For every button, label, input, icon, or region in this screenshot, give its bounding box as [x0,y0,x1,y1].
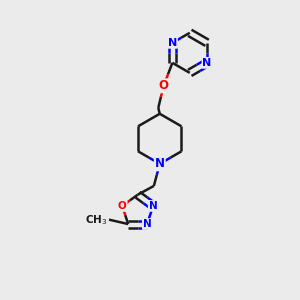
Text: N: N [149,201,158,211]
Text: N: N [143,219,152,229]
Text: N: N [155,157,165,170]
Text: CH$_3$: CH$_3$ [85,213,108,226]
Text: N: N [168,38,177,48]
Text: O: O [159,79,169,92]
Text: O: O [118,201,127,211]
Text: N: N [202,58,212,68]
